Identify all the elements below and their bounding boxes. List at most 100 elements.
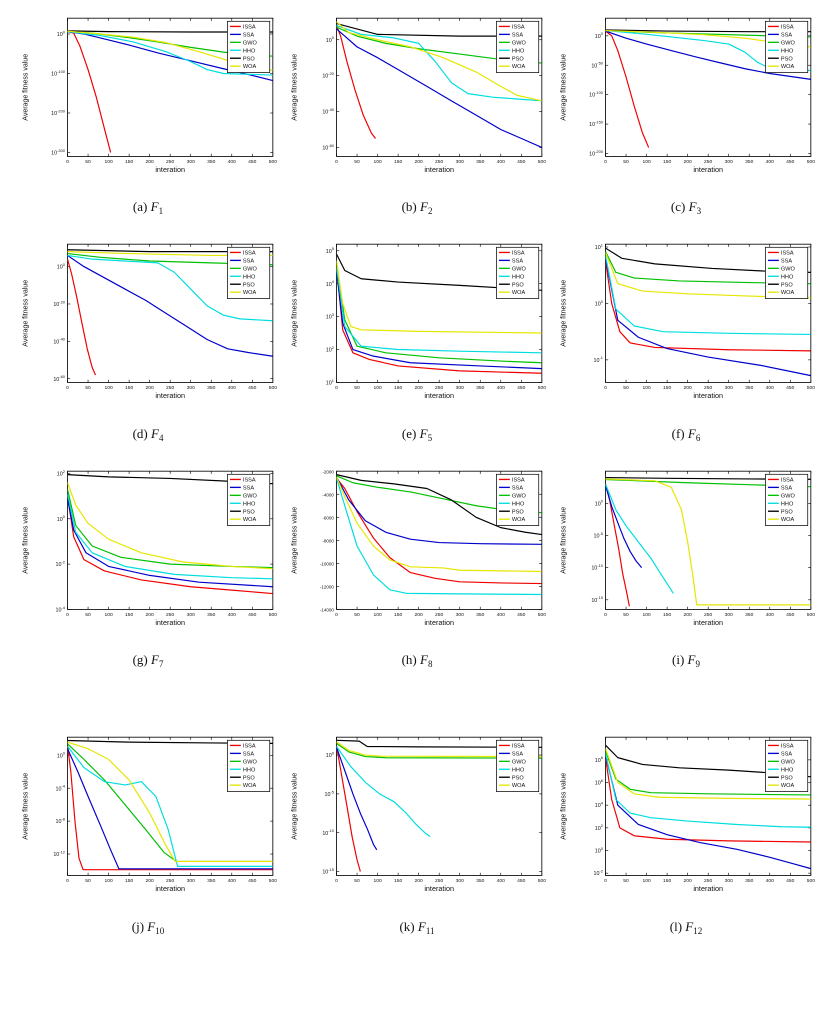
caption-tag: (d) <box>132 425 151 441</box>
legend-label-ISSA: ISSA <box>243 251 256 257</box>
legend-label-HHO: HHO <box>243 48 256 54</box>
series-line-ISSA <box>67 495 273 594</box>
x-tick-label: 100 <box>373 612 381 618</box>
series-line-ISSA <box>605 30 650 148</box>
caption-sub: 12 <box>693 925 703 936</box>
series-line-ISSA <box>336 267 542 375</box>
x-tick-label: 100 <box>642 159 650 165</box>
x-tick-label: 100 <box>104 159 112 165</box>
x-tick-label: 400 <box>766 612 774 618</box>
x-tick-label: 200 <box>415 878 423 884</box>
series-line-SSA <box>336 747 378 851</box>
y-axis-label: Average fitness value <box>560 54 567 121</box>
y-tick-label: -2000 <box>322 469 334 474</box>
caption-sub: 4 <box>158 432 164 443</box>
y-tick-label: 10-60 <box>322 143 334 152</box>
caption-func: F <box>687 652 696 668</box>
y-tick-label: 102 <box>326 345 334 354</box>
caption-sub: 8 <box>427 659 433 670</box>
x-axis-label: interation <box>693 165 723 174</box>
legend-label-WOA: WOA <box>512 64 526 70</box>
x-tick-label: 450 <box>248 386 256 392</box>
x-tick-label: 250 <box>435 386 443 392</box>
caption-tag: (e) <box>401 425 420 441</box>
subplot-f: 0 50 100 150 200 250 300 350 400 450 500 101 100 10-1… <box>556 238 816 443</box>
chart-canvas: 0 50 100 150 200 250 300 350 400 450 500 100 10-20 10… <box>22 244 277 400</box>
legend-label-SSA: SSA <box>512 485 523 491</box>
x-tick-label: 350 <box>476 878 484 884</box>
x-tick-label: 0 <box>604 159 607 165</box>
y-axis-label: Average fitness value <box>560 280 567 347</box>
x-tick-label: 300 <box>456 612 464 618</box>
x-tick-label: 0 <box>335 612 338 618</box>
legend-label-ISSA: ISSA <box>512 25 525 31</box>
legend-label-HHO: HHO <box>512 275 525 281</box>
y-tick-label: 10-300 <box>51 148 66 157</box>
x-tick-label: 300 <box>725 878 733 884</box>
y-tick-label: 100 <box>595 846 604 855</box>
series-line-SSA <box>67 498 273 588</box>
caption-sub: 10 <box>155 925 165 936</box>
subplot-a: 0 50 100 150 200 250 300 350 400 450 500 100 10-100 1… <box>18 12 278 216</box>
y-axis-label: Average fitness value <box>22 54 29 121</box>
subplot-caption: (k) F11 <box>399 919 434 936</box>
caption-tag: (a) <box>132 199 151 215</box>
y-tick-label: 10-4 <box>55 605 65 614</box>
figure-grid: 0 50 100 150 200 250 300 350 400 450 500 100 10-100 1… <box>18 12 816 936</box>
series-line-HHO <box>336 477 542 595</box>
series-line-SSA <box>336 270 542 370</box>
x-tick-label: 500 <box>807 159 815 165</box>
caption-sub: 3 <box>696 206 702 217</box>
x-tick-label: 350 <box>207 612 215 618</box>
y-tick-label: -8000 <box>322 538 334 543</box>
subplot-caption: (b) F2 <box>402 199 433 216</box>
y-tick-label: 10-200 <box>589 149 604 158</box>
x-tick-label: 400 <box>766 878 774 884</box>
subplot-caption: (e) F5 <box>402 426 432 443</box>
y-tick-label: 10-2 <box>55 559 64 568</box>
series-line-GWO <box>605 251 811 285</box>
legend-label-SSA: SSA <box>243 259 254 265</box>
series-line-ISSA <box>67 259 97 376</box>
x-tick-label: 450 <box>248 612 256 618</box>
legend-box <box>765 740 809 793</box>
x-tick-label: 0 <box>604 612 607 618</box>
series-line-WOA <box>336 21 542 102</box>
subplot-caption: (j) F10 <box>132 919 164 936</box>
legend-label-GWO: GWO <box>512 40 527 46</box>
series-line-GWO <box>605 750 811 796</box>
x-tick-label: 250 <box>704 159 712 165</box>
x-tick-label: 150 <box>125 612 133 618</box>
y-axis-label: Average fitness value <box>560 773 567 840</box>
x-tick-label: 300 <box>456 386 464 392</box>
x-tick-label: 500 <box>807 386 815 392</box>
x-tick-label: 100 <box>373 386 381 392</box>
x-tick-label: 150 <box>125 159 133 165</box>
caption-tag: (g) <box>132 652 151 668</box>
caption-sub: 9 <box>695 659 700 670</box>
legend-label-GWO: GWO <box>243 760 258 766</box>
legend-label-HHO: HHO <box>781 501 794 507</box>
subplot-caption: (d) F4 <box>133 426 164 443</box>
x-tick-label: 300 <box>456 159 464 165</box>
legend-label-SSA: SSA <box>781 259 792 265</box>
legend-label-HHO: HHO <box>243 768 256 774</box>
series-line-WOA <box>336 476 542 572</box>
legend-label-WOA: WOA <box>512 517 526 523</box>
y-tick-label: 100 <box>326 35 335 44</box>
x-tick-label: 250 <box>166 159 174 165</box>
legend-label-SSA: SSA <box>781 32 792 38</box>
caption-tag: (f) <box>671 425 688 441</box>
legend-label-WOA: WOA <box>781 64 795 70</box>
legend-label-GWO: GWO <box>781 40 796 46</box>
legend-label-ISSA: ISSA <box>512 744 525 750</box>
series-line-WOA <box>605 748 811 800</box>
x-tick-label: 350 <box>476 386 484 392</box>
legend-label-WOA: WOA <box>781 517 795 523</box>
y-axis-label: Average fitness value <box>291 54 298 121</box>
subplot-caption: (c) F3 <box>671 199 701 216</box>
series-line-SSA <box>67 748 273 870</box>
y-tick-label: 10-5 <box>324 789 334 798</box>
x-tick-label: 100 <box>104 878 112 884</box>
series-line-SSA <box>67 255 273 358</box>
